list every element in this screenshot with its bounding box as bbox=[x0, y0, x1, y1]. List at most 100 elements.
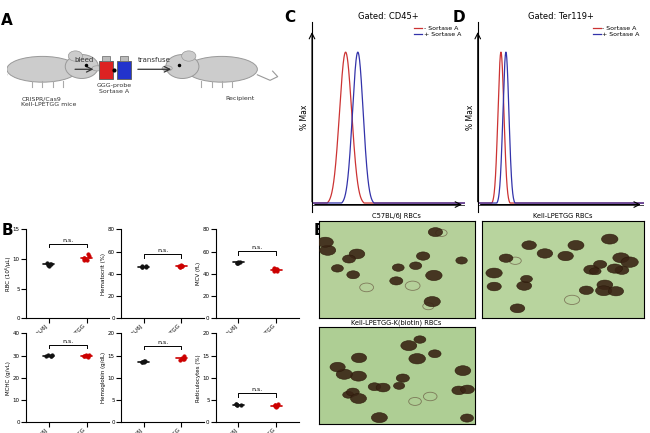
+ Sortase A bbox=[430, 200, 438, 206]
Point bbox=[141, 264, 151, 271]
Point bbox=[79, 257, 90, 264]
Point bbox=[269, 267, 280, 274]
Circle shape bbox=[568, 240, 584, 250]
Point bbox=[268, 265, 279, 272]
+ Sortase A bbox=[354, 49, 362, 55]
Point bbox=[231, 401, 242, 408]
Point bbox=[41, 352, 51, 359]
Point bbox=[137, 359, 148, 366]
Circle shape bbox=[417, 252, 430, 260]
- Sortase A bbox=[342, 49, 350, 55]
Text: CRISPR/Cas9
Kell-LPETGG mice: CRISPR/Cas9 Kell-LPETGG mice bbox=[21, 96, 77, 107]
Line: + Sortase A: + Sortase A bbox=[478, 52, 644, 203]
Circle shape bbox=[401, 341, 417, 351]
Text: Annexin V: Annexin V bbox=[541, 235, 580, 244]
Line: + Sortase A: + Sortase A bbox=[312, 52, 465, 203]
- Sortase A bbox=[370, 200, 378, 206]
Circle shape bbox=[426, 270, 442, 281]
Point bbox=[270, 402, 281, 409]
+ Sortase A bbox=[370, 200, 378, 206]
Text: n.s.: n.s. bbox=[252, 245, 263, 250]
Y-axis label: % Max: % Max bbox=[466, 104, 475, 129]
Point bbox=[82, 256, 92, 263]
Point bbox=[270, 402, 280, 409]
Text: B: B bbox=[2, 223, 14, 238]
Circle shape bbox=[376, 383, 390, 392]
- Sortase A bbox=[308, 200, 316, 206]
Legend: - Sortase A, + Sortase A: - Sortase A, + Sortase A bbox=[413, 25, 462, 38]
Point bbox=[42, 352, 53, 359]
Point bbox=[44, 262, 55, 269]
Point bbox=[136, 264, 147, 271]
Circle shape bbox=[343, 391, 354, 398]
- Sortase A bbox=[588, 200, 595, 206]
Circle shape bbox=[343, 255, 356, 263]
Text: E: E bbox=[314, 223, 324, 238]
Circle shape bbox=[510, 304, 525, 313]
Circle shape bbox=[393, 382, 405, 389]
+ Sortase A bbox=[308, 200, 316, 206]
Point bbox=[273, 401, 283, 408]
Point bbox=[174, 263, 185, 270]
Point bbox=[179, 355, 189, 362]
Circle shape bbox=[460, 385, 474, 394]
Text: GGG-probe
Sortase A: GGG-probe Sortase A bbox=[97, 84, 132, 94]
Circle shape bbox=[597, 280, 613, 290]
Circle shape bbox=[350, 371, 367, 381]
Circle shape bbox=[414, 336, 426, 343]
Point bbox=[84, 352, 94, 359]
Text: A: A bbox=[1, 13, 12, 28]
Point bbox=[231, 259, 242, 266]
Point bbox=[235, 258, 246, 265]
Ellipse shape bbox=[186, 56, 257, 82]
Circle shape bbox=[332, 265, 343, 272]
Point bbox=[231, 401, 241, 408]
Text: n.s.: n.s. bbox=[62, 238, 73, 243]
Circle shape bbox=[593, 260, 606, 268]
Circle shape bbox=[558, 252, 573, 261]
Text: biotin: biotin bbox=[378, 235, 399, 244]
Point bbox=[83, 353, 93, 360]
Text: D: D bbox=[453, 10, 465, 25]
Point bbox=[176, 263, 187, 270]
Point bbox=[140, 263, 151, 270]
Text: C: C bbox=[285, 10, 296, 25]
+ Sortase A bbox=[640, 200, 647, 206]
Ellipse shape bbox=[92, 66, 102, 71]
Text: n.s.: n.s. bbox=[157, 340, 168, 345]
Circle shape bbox=[517, 281, 532, 290]
Circle shape bbox=[424, 297, 440, 307]
Point bbox=[46, 352, 57, 359]
Point bbox=[231, 401, 241, 407]
Point bbox=[177, 263, 187, 270]
Point bbox=[81, 352, 92, 359]
Point bbox=[46, 352, 56, 359]
Circle shape bbox=[371, 413, 387, 423]
Circle shape bbox=[166, 55, 199, 78]
Point bbox=[179, 353, 189, 360]
+ Sortase A bbox=[474, 200, 482, 206]
Point bbox=[179, 354, 189, 361]
Circle shape bbox=[590, 268, 601, 275]
Point bbox=[43, 262, 53, 268]
- Sortase A bbox=[491, 185, 499, 191]
Circle shape bbox=[615, 266, 629, 275]
Bar bbox=[117, 61, 131, 79]
+ Sortase A bbox=[427, 200, 435, 206]
Point bbox=[271, 403, 281, 410]
Point bbox=[174, 357, 185, 364]
- Sortase A bbox=[541, 200, 549, 206]
+ Sortase A bbox=[588, 200, 595, 206]
Title: Gated: Ter119+: Gated: Ter119+ bbox=[528, 12, 593, 21]
Y-axis label: RBC (10⁶/μL): RBC (10⁶/μL) bbox=[5, 257, 11, 291]
Circle shape bbox=[579, 286, 593, 294]
Circle shape bbox=[352, 353, 367, 362]
Y-axis label: Hematocrit (%): Hematocrit (%) bbox=[101, 253, 106, 295]
Point bbox=[236, 402, 246, 409]
+ Sortase A bbox=[324, 200, 332, 206]
- Sortase A bbox=[461, 200, 469, 206]
+ Sortase A bbox=[541, 200, 549, 206]
Circle shape bbox=[608, 287, 623, 296]
Circle shape bbox=[522, 241, 536, 249]
Circle shape bbox=[456, 257, 467, 264]
